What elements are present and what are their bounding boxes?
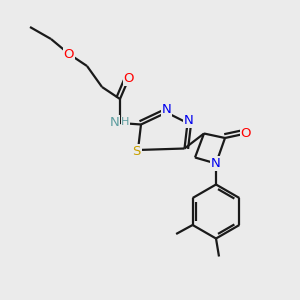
Text: O: O (241, 127, 251, 140)
Text: H: H (121, 117, 130, 128)
Text: N: N (211, 157, 221, 170)
Text: N: N (162, 103, 171, 116)
Text: N: N (110, 116, 119, 129)
Text: O: O (64, 47, 74, 61)
Text: N: N (184, 113, 194, 127)
Text: O: O (124, 71, 134, 85)
Text: S: S (132, 145, 141, 158)
